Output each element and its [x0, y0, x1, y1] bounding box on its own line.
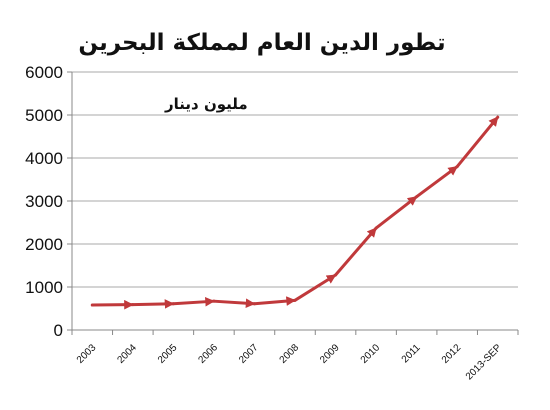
series-segment	[252, 296, 297, 306]
x-tick-label: 2005	[156, 342, 180, 366]
series-segment	[415, 165, 459, 199]
series-segment	[334, 226, 378, 277]
x-tick-label: 2009	[318, 342, 342, 366]
series-segment	[212, 298, 256, 309]
y-tick-label: 2000	[25, 235, 63, 254]
y-axis-tick-labels: 0 1000 2000 3000 4000 5000 6000	[25, 63, 63, 340]
x-tick-label: 2011	[400, 342, 423, 365]
y-tick-label: 0	[54, 321, 63, 340]
y-tick-label: 3000	[25, 192, 63, 211]
axes	[67, 71, 519, 335]
x-tick-label: 2004	[115, 342, 139, 366]
series-segment	[455, 115, 500, 169]
y-tick-label: 6000	[25, 63, 63, 82]
gridlines	[72, 71, 518, 288]
series-segment	[293, 273, 338, 302]
x-tick-label: 2007	[237, 342, 261, 366]
y-tick-label: 4000	[25, 149, 63, 168]
x-tick-label: 2012	[440, 342, 464, 366]
series-segment	[131, 299, 175, 309]
series-segment	[171, 296, 216, 307]
x-tick-label: 2010	[359, 342, 383, 366]
x-axis-tick-labels: 2003 2004 2005 2006 2007 2008 2009 2010 2011 2012…	[75, 342, 504, 382]
x-tick-label: 2008	[278, 342, 302, 366]
unit-label: مليون دينار	[164, 95, 248, 113]
data-series	[90, 115, 500, 310]
series-segment	[374, 195, 419, 230]
x-tick-label: 2003	[75, 342, 99, 366]
x-tick-label: 2006	[197, 342, 221, 366]
y-tick-label: 5000	[25, 106, 63, 125]
y-tick-label: 1000	[25, 278, 63, 297]
chart-title: تطور الدين العام لمملكة البحرين	[78, 30, 445, 56]
x-tick-label: 2013-SEP	[464, 342, 504, 382]
